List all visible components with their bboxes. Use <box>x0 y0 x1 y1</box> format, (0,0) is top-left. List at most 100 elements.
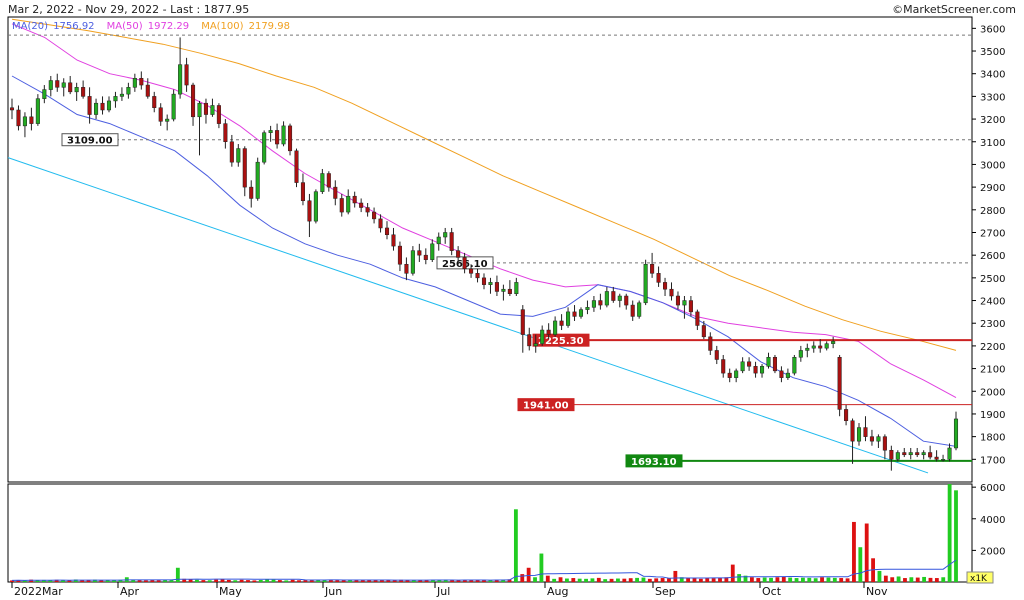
volume-bar <box>29 579 34 582</box>
price-tick-label: 2200 <box>980 342 1005 353</box>
candle-up <box>811 345 816 349</box>
volume-bar <box>329 579 333 582</box>
volume-bar <box>335 580 340 582</box>
volume-bar <box>16 580 21 582</box>
candle-down <box>669 288 674 297</box>
volume-bar <box>341 580 346 582</box>
price-tick-label: 2300 <box>980 319 1005 330</box>
candle-down <box>882 436 887 451</box>
volume-bar <box>354 579 359 582</box>
legend-series-label: MA(20) <box>12 21 48 32</box>
candle-down <box>249 186 254 199</box>
legend-series-label: MA(100) <box>201 21 243 32</box>
volume-bar <box>794 578 799 582</box>
candle-down <box>216 105 221 124</box>
candle-down <box>889 449 894 460</box>
candle-up <box>501 288 506 292</box>
volume-bar <box>488 580 493 582</box>
candle-down <box>934 456 939 460</box>
candle-down <box>158 107 163 122</box>
candle-down <box>494 282 499 292</box>
candle-down <box>469 268 474 274</box>
volume-bar <box>214 579 219 582</box>
candle-down <box>915 452 920 456</box>
price-tick-label: 2800 <box>980 206 1005 217</box>
candle-up <box>908 452 913 456</box>
volume-unit-label: x1K <box>970 574 988 584</box>
volume-bar <box>35 580 40 582</box>
volume-bar <box>405 580 410 582</box>
volume-bar <box>896 576 901 582</box>
volume-bar <box>692 578 697 582</box>
volume-bar <box>252 580 257 582</box>
volume-bar <box>565 578 569 582</box>
volume-bar <box>654 578 659 582</box>
candle-up <box>792 356 797 374</box>
volume-bar <box>386 580 391 582</box>
volume-tick-label: 2000 <box>980 546 1005 557</box>
month-label: Oct <box>762 585 782 598</box>
candle-up <box>48 80 53 90</box>
candle-down <box>772 356 777 372</box>
volume-panel-frame <box>7 483 973 583</box>
candle-up <box>734 370 739 378</box>
candle-up <box>268 130 273 133</box>
volume-bar <box>616 578 620 582</box>
candle-down <box>203 102 209 115</box>
candle-down <box>869 436 874 442</box>
volume-bar <box>494 579 499 582</box>
candle-down <box>191 84 196 118</box>
candle-down <box>753 366 758 374</box>
volume-bar <box>858 547 863 582</box>
legend-series-label: MA(50) <box>107 21 143 32</box>
candle-down <box>229 141 234 163</box>
volume-bar <box>673 570 678 582</box>
candle-up <box>210 105 215 115</box>
candle-down <box>902 452 907 456</box>
volume-bar <box>552 578 557 582</box>
price-tick-label: 2700 <box>980 228 1005 239</box>
volume-bar <box>360 579 365 582</box>
candle-up <box>921 452 926 456</box>
volume-bar <box>864 523 869 582</box>
candle-down <box>68 82 73 93</box>
level-label-box <box>517 398 575 412</box>
volume-bar <box>520 574 525 582</box>
candle-down <box>339 198 344 213</box>
candle-up <box>514 282 519 294</box>
candle-up <box>443 232 448 238</box>
candle-down <box>630 304 635 317</box>
volume-bar <box>781 576 786 582</box>
candle-up <box>591 300 596 308</box>
level-label: 3109.00 <box>67 136 113 147</box>
candle-down <box>365 207 370 213</box>
candle-down <box>333 186 338 199</box>
candle-down <box>352 195 357 204</box>
candle-down <box>656 273 661 283</box>
candle-up <box>74 87 79 93</box>
candle-down <box>527 334 532 347</box>
candle-down <box>928 452 933 458</box>
candle-up <box>856 427 862 442</box>
volume-bar <box>201 580 206 582</box>
price-tick-label: 2600 <box>980 251 1005 262</box>
candle-up <box>320 173 325 192</box>
volume-bar <box>718 577 722 582</box>
volume-bar <box>482 579 486 582</box>
volume-bar <box>756 578 761 582</box>
ma100-line <box>11 18 957 351</box>
volume-bar <box>73 579 78 582</box>
price-tick-label: 3100 <box>980 138 1005 149</box>
volume-bar <box>61 580 65 582</box>
price-tick-label: 3600 <box>980 24 1005 35</box>
volume-bar <box>698 578 703 582</box>
candle-down <box>675 295 681 306</box>
candle-down <box>714 350 719 360</box>
candle-up <box>113 96 118 102</box>
candle-down <box>863 427 868 437</box>
volume-bar <box>297 580 301 582</box>
level-label-box <box>625 454 683 468</box>
volume-bar <box>877 570 882 582</box>
